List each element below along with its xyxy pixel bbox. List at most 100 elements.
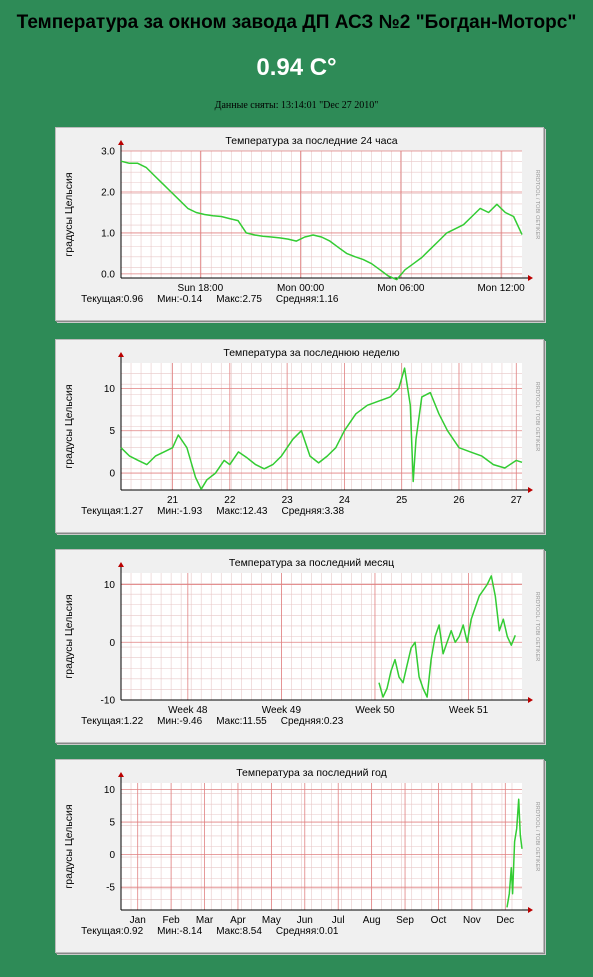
major-grid — [121, 363, 522, 490]
minor-grid — [121, 151, 522, 278]
y-tick-label: 0.0 — [101, 269, 115, 280]
x-axis-arrow — [528, 487, 533, 493]
stat-current: Текущая:0.92 — [81, 926, 144, 937]
x-tick-label: Aug — [363, 915, 381, 926]
x-tick-label: Jan — [130, 915, 146, 926]
x-tick-label: 24 — [339, 495, 351, 506]
y-tick-label: 10 — [104, 384, 116, 395]
chart-panel-24h: Sun 18:00 Mon 00:00 Mon 06:00 Mon 12:00 0.0 1… — [55, 127, 544, 321]
y-tick-label: -10 — [101, 696, 116, 707]
x-axis-arrow — [528, 697, 533, 703]
stat-max: Макс:8.54 — [216, 926, 262, 937]
x-tick-label: Nov — [463, 915, 481, 926]
watermark: RRDTOOL / TOBI OETIKER — [534, 382, 540, 452]
chart-panel-year: Jan Feb Mar Apr May Jun Jul Aug Sep Oct Nov Dec -5 0 5… — [55, 759, 544, 953]
chart-stats: Текущая:0.92 Мин:-8.14 Макс:8.54 Средняя:0.… — [70, 915, 352, 948]
y-axis-label: градусы Цельсия — [63, 594, 75, 678]
x-tick-label: Apr — [230, 915, 246, 926]
y-tick-label: 10 — [104, 580, 116, 591]
x-tick-label: 22 — [224, 495, 236, 506]
y-tick-label: 2.0 — [101, 187, 115, 198]
x-tick-label: Week 50 — [355, 705, 395, 716]
x-tick-label: Week 48 — [168, 705, 208, 716]
major-grid — [121, 150, 522, 278]
stat-max: Макс:11.55 — [216, 716, 267, 727]
stat-current: Текущая:0.96 — [81, 294, 144, 305]
current-temperature: 0.94 C° — [256, 54, 337, 81]
watermark: RRDTOOL / TOBI OETIKER — [534, 802, 540, 872]
y-tick-label: 1.0 — [101, 228, 115, 239]
chart-title: Температура за последние 24 часа — [225, 135, 397, 147]
x-axis-arrow — [528, 275, 533, 281]
y-tick-label: 3.0 — [101, 147, 115, 158]
y-axis-arrow — [118, 352, 124, 357]
stat-avg: Средняя:1.16 — [275, 294, 339, 305]
stat-min: Мин:-8.14 — [157, 926, 203, 937]
stat-avg: Средняя:0.01 — [275, 926, 339, 937]
x-tick-label: May — [262, 915, 281, 926]
y-tick-label: 0 — [109, 638, 115, 649]
x-axis-arrow — [528, 907, 533, 913]
x-tick-label: Sep — [396, 915, 414, 926]
chart-stats: Текущая:1.27 Мин:-1.93 Макс:12.43 Средняя:3… — [70, 495, 358, 528]
x-tick-label: Dec — [496, 915, 514, 926]
stat-max: Макс:2.75 — [216, 294, 262, 305]
x-tick-label: Week 49 — [262, 705, 302, 716]
chart-panel-week: 21 22 23 24 25 26 27 0 5 10 Температура за последн… — [55, 339, 544, 533]
minor-grid — [121, 573, 522, 700]
x-tick-label: Mar — [196, 915, 214, 926]
x-tick-label: 25 — [396, 495, 408, 506]
stat-avg: Средняя:3.38 — [281, 506, 345, 517]
chart-panel-month: Week 48 Week 49 Week 50 Week 51 -10 0 10 Темпер… — [55, 549, 544, 743]
series-line — [120, 367, 523, 490]
chart-svg: Sun 18:00 Mon 00:00 Mon 06:00 Mon 12:00 0.0 1… — [63, 135, 540, 294]
watermark: RRDTOOL / TOBI OETIKER — [534, 170, 540, 240]
page-title: Температура за окном завода ДП АСЗ №2 "Б… — [16, 12, 577, 33]
chart-svg: 21 22 23 24 25 26 27 0 5 10 Температура за последн… — [63, 347, 540, 506]
data-timestamp: Данные сняты: 13:14:01 "Dec 27 2010" — [214, 100, 379, 111]
stat-min: Мин:-1.93 — [157, 506, 203, 517]
series-line — [506, 798, 523, 908]
x-tick-label: Week 51 — [449, 705, 489, 716]
y-tick-label: 0 — [109, 469, 115, 480]
watermark: RRDTOOL / TOBI OETIKER — [534, 592, 540, 662]
chart-title: Температура за последний месяц — [229, 557, 394, 569]
y-axis-arrow — [118, 140, 124, 145]
y-axis-arrow — [118, 772, 124, 777]
chart-stats: Текущая:1.22 Мин:-9.46 Макс:11.55 Средняя:0… — [70, 705, 357, 738]
y-tick-label: -5 — [106, 883, 115, 894]
y-tick-label: 5 — [109, 818, 115, 829]
y-tick-label: 5 — [109, 426, 115, 437]
x-tick-label: Jun — [297, 915, 313, 926]
stat-min: Мин:-9.46 — [157, 716, 203, 727]
x-tick-label: 27 — [511, 495, 523, 506]
series-line — [378, 575, 516, 698]
stat-current: Текущая:1.27 — [81, 506, 144, 517]
x-tick-label: Mon 12:00 — [477, 283, 525, 294]
x-tick-label: 26 — [453, 495, 465, 506]
major-grid — [121, 783, 522, 910]
chart-title: Температура за последний год — [236, 767, 387, 779]
y-tick-label: 0 — [109, 850, 115, 861]
y-axis-label: градусы Цельсия — [63, 804, 75, 888]
stat-current: Текущая:1.22 — [81, 716, 144, 727]
y-axis-label: градусы Цельсия — [63, 172, 75, 256]
chart-svg: Week 48 Week 49 Week 50 Week 51 -10 0 10 Темпер… — [63, 557, 540, 716]
stat-avg: Средняя:0.23 — [280, 716, 344, 727]
x-tick-label: Mon 06:00 — [377, 283, 425, 294]
y-tick-label: 10 — [104, 785, 116, 796]
x-tick-label: 21 — [167, 495, 179, 506]
minor-grid — [121, 363, 522, 490]
stat-min: Мин:-0.14 — [157, 294, 203, 305]
minor-grid — [121, 783, 522, 910]
x-tick-label: 23 — [282, 495, 294, 506]
x-tick-label: Jul — [332, 915, 345, 926]
x-tick-label: Sun 18:00 — [178, 283, 224, 294]
x-tick-label: Feb — [163, 915, 181, 926]
y-axis-label: градусы Цельсия — [63, 384, 75, 468]
chart-title: Температура за последнюю неделю — [223, 347, 399, 359]
x-tick-label: Oct — [431, 915, 447, 926]
chart-stats: Текущая:0.96 Мин:-0.14 Макс:2.75 Средняя:1.… — [70, 283, 352, 316]
series-line — [120, 160, 523, 281]
x-tick-label: Mon 00:00 — [277, 283, 325, 294]
